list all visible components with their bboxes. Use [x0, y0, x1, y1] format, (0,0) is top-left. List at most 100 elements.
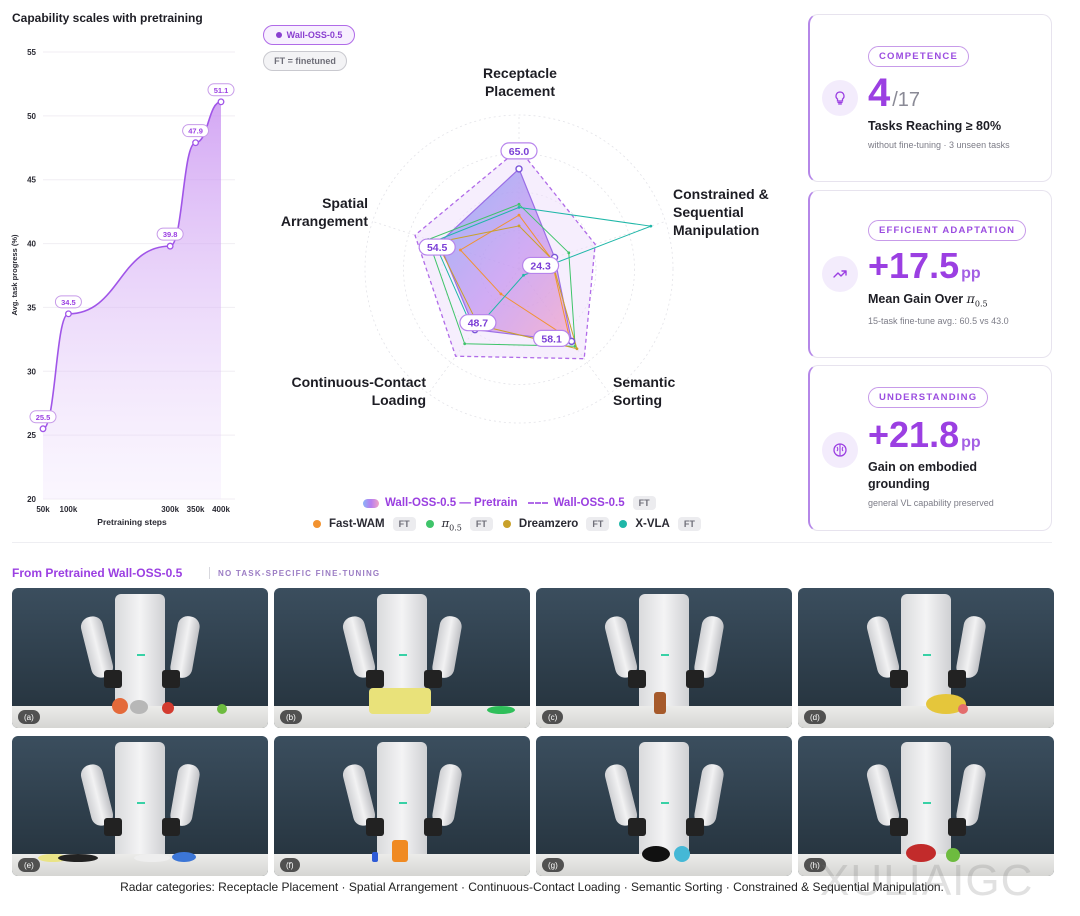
robot-photo[interactable]: (e) [12, 736, 268, 876]
pi05-series-line [427, 203, 576, 347]
robot-photo[interactable]: (c) [536, 588, 792, 728]
competence-subtitle: Tasks Reaching ≥ 80% [868, 119, 1002, 133]
robot-photo[interactable]: (g) [536, 736, 792, 876]
table-surface [12, 706, 268, 728]
gripper-left [366, 670, 384, 688]
radar-ring [403, 153, 635, 385]
value-label: 48.7 [468, 318, 489, 330]
table-surface [274, 706, 530, 728]
legend-finetuned[interactable]: Wall-OSS-0.5 FT [527, 496, 656, 510]
fastwam-dot-icon [313, 520, 321, 529]
gripper-right [686, 818, 704, 836]
data-point [217, 98, 225, 106]
data-label-bubble [156, 227, 184, 241]
legend-fastwam[interactable]: Fast-WAM FT [313, 517, 416, 532]
legend-dreamzero[interactable]: Dreamzero FT [502, 517, 610, 532]
y-tick-label: 30 [27, 367, 36, 376]
gripper-right [424, 818, 442, 836]
value-label: 58.1 [541, 333, 562, 345]
scene-object [162, 702, 174, 714]
data-label: 47.9 [188, 127, 203, 136]
understanding-card: UNDERSTANDING +21.8 pp Gain on embodied g… [808, 365, 1052, 531]
bottom-section-title: From Pretrained Wall-OSS-0.5 [12, 566, 183, 580]
legend-xvla-label: X-VLA [635, 518, 670, 531]
value-label: 54.5 [427, 242, 448, 254]
data-label: 39.8 [163, 230, 178, 239]
legend-finetuned-label: Wall-OSS-0.5 [553, 497, 625, 509]
xvla-dot-icon [619, 520, 628, 529]
radar-svg: 65.0 24.3 58.1 48.7 54.5 Receptacle Placement C… [281, 65, 769, 424]
scene-object [906, 844, 936, 862]
scene-object [654, 692, 666, 714]
robot-body [639, 742, 689, 860]
scene-object [217, 704, 227, 714]
series-point [463, 342, 467, 346]
competence-value: 4/17 [868, 71, 921, 115]
model-pill[interactable]: Wall-OSS-0.5 [263, 25, 355, 45]
legend-pretrain[interactable]: Wall-OSS-0.5 — Pretrain [363, 497, 518, 509]
gripper-right [948, 818, 966, 836]
value-label-bubble [418, 238, 456, 256]
y-axis-label: Avg. task progress (%) [10, 234, 19, 315]
photo-label: (a) [18, 710, 40, 724]
dreamzero-dot-icon [502, 520, 511, 529]
scene-object [674, 846, 690, 862]
y-tick-label: 55 [27, 48, 36, 57]
scene-object [112, 698, 128, 714]
ft-tag: FT [469, 517, 493, 532]
value-label-bubble [500, 142, 538, 160]
efficient-adaptation-card: EFFICIENT ADAPTATION +17.5 pp Mean Gain O… [808, 190, 1052, 358]
series-point [649, 224, 653, 228]
axis-label: Spatial Arrangement [281, 195, 368, 229]
robot-body [901, 594, 951, 712]
robot-photo[interactable]: (b) [274, 588, 530, 728]
series-point [459, 248, 462, 252]
gripper-left [890, 818, 908, 836]
competence-card: COMPETENCE 4/17 Tasks Reaching ≥ 80% wit… [808, 14, 1052, 182]
gripper-left [104, 670, 122, 688]
competence-badge: COMPETENCE [868, 46, 970, 67]
value-label: 24.3 [530, 260, 551, 272]
radar-legend-row-1: Wall-OSS-0.5 — Pretrain Wall-OSS-0.5 FT [363, 496, 666, 510]
robot-photo[interactable]: (h) [798, 736, 1054, 876]
table-surface [536, 706, 792, 728]
robot-body [115, 742, 165, 860]
photo-label: (d) [804, 710, 826, 724]
figure-caption: Radar categories: Receptacle Placement ·… [120, 880, 944, 894]
data-label-bubble [182, 124, 210, 138]
scene-object [134, 854, 170, 862]
data-label-bubble [207, 83, 235, 97]
x-tick-label: 350k [187, 505, 205, 514]
photo-label: (e) [18, 858, 40, 872]
robot-body [115, 594, 165, 712]
scene-object [487, 706, 515, 714]
watermark: XULIAIGC [820, 856, 1034, 905]
scene-object [369, 688, 431, 714]
robot-photo[interactable]: (a) [12, 588, 268, 728]
scene-object [392, 840, 408, 862]
robot-photo[interactable]: (f) [274, 736, 530, 876]
table-surface [798, 854, 1054, 876]
data-label-bubble [54, 295, 82, 309]
data-label: 51.1 [214, 86, 229, 95]
series-point [567, 251, 571, 255]
gripper-right [686, 670, 704, 688]
data-label: 25.5 [36, 413, 51, 422]
photo-label: (f) [280, 858, 300, 872]
understanding-note: general VL capability preserved [868, 498, 994, 508]
axis-label: Semantic Sorting [613, 374, 675, 408]
adaptation-note: 15-task fine-tune avg.: 60.5 vs 43.0 [868, 316, 1009, 326]
x-axis-label: Pretraining steps [97, 517, 167, 527]
data-point [64, 310, 72, 318]
legend-pi05[interactable]: π0.5 FT [425, 516, 493, 532]
line-chart-title: Capability scales with pretraining [12, 11, 203, 25]
ft-tag: FT [632, 496, 656, 510]
robot-photo[interactable]: (d) [798, 588, 1054, 728]
understanding-value: +21.8 pp [868, 414, 981, 455]
value-label: 65.0 [509, 146, 530, 158]
axis-label: Receptacle Placement [483, 65, 557, 99]
understanding-badge: UNDERSTANDING [868, 387, 989, 408]
legend-xvla[interactable]: X-VLA FT [619, 517, 701, 532]
pi05-dot-icon [425, 520, 434, 529]
legend-dreamzero-label: Dreamzero [518, 518, 579, 531]
